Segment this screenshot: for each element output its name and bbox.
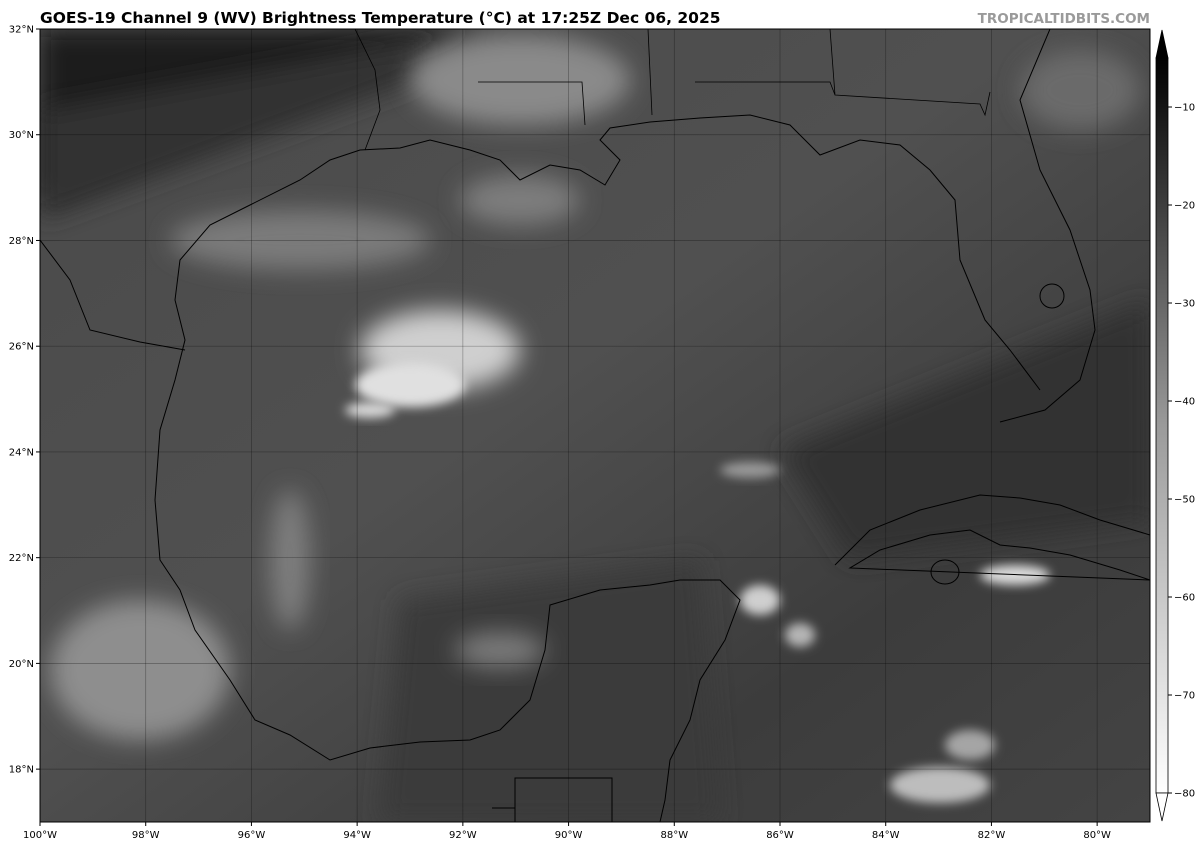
colorbar-tick-label: −40 [1174, 397, 1195, 408]
colorbar-tick-label: −50 [1174, 495, 1195, 506]
axis-ticks: 100°W 98°W 96°W 94°W 92°W 90°W 88°W 86°W 84°W 82°… [9, 25, 1111, 842]
cloud-features [50, 35, 1140, 803]
country-borders [492, 777, 613, 822]
lat-tick-label: 18°N [9, 765, 34, 776]
lon-tick-label: 92°W [449, 830, 477, 841]
lon-tick-label: 98°W [132, 830, 160, 841]
map-frame [39, 28, 1151, 823]
lon-tick-label: 80°W [1083, 830, 1111, 841]
lat-tick-label: 22°N [9, 553, 34, 564]
lat-tick-label: 30°N [9, 130, 34, 141]
lon-tick-label: 88°W [660, 830, 688, 841]
rio-grande-border [40, 239, 186, 351]
watermark: TROPICALTIDBITS.COM [977, 11, 1150, 27]
colorbar-tick-label: −20 [1174, 201, 1195, 212]
lat-tick-label: 20°N [9, 659, 34, 670]
lat-tick-label: 32°N [9, 25, 34, 36]
map-title: GOES-19 Channel 9 (WV) Brightness Temper… [40, 9, 721, 27]
state-borders [354, 29, 991, 151]
lon-tick-label: 94°W [343, 830, 371, 841]
colorbar-tick-label: −70 [1174, 691, 1195, 702]
gulf-coastline [154, 29, 1096, 822]
lon-tick-label: 100°W [23, 830, 57, 841]
lon-tick-label: 86°W [766, 830, 794, 841]
colorbar-tick-label: −80 [1174, 789, 1195, 800]
lon-tick-label: 84°W [872, 830, 900, 841]
colorbar-extend-bottom [1155, 792, 1169, 822]
coastlines [40, 29, 1150, 822]
colorbar-tick-label: −30 [1174, 299, 1195, 310]
satellite-imagery [40, 29, 1150, 822]
lat-tick-label: 28°N [9, 236, 34, 247]
lon-tick-label: 96°W [238, 830, 266, 841]
gridlines [40, 29, 1150, 822]
colorbar: −10 −20 −30 −40 −50 −60 −70 −80 [1155, 29, 1195, 822]
colorbar-tick-label: −10 [1174, 103, 1195, 114]
colorbar-tick-label: −60 [1174, 593, 1195, 604]
cuba-coastline [834, 494, 1150, 581]
lon-tick-label: 90°W [555, 830, 583, 841]
lat-tick-label: 24°N [9, 447, 34, 458]
lat-tick-label: 26°N [9, 342, 34, 353]
colorbar-bar [1155, 57, 1169, 794]
colorbar-extend-top [1155, 29, 1169, 59]
lon-tick-label: 82°W [978, 830, 1006, 841]
